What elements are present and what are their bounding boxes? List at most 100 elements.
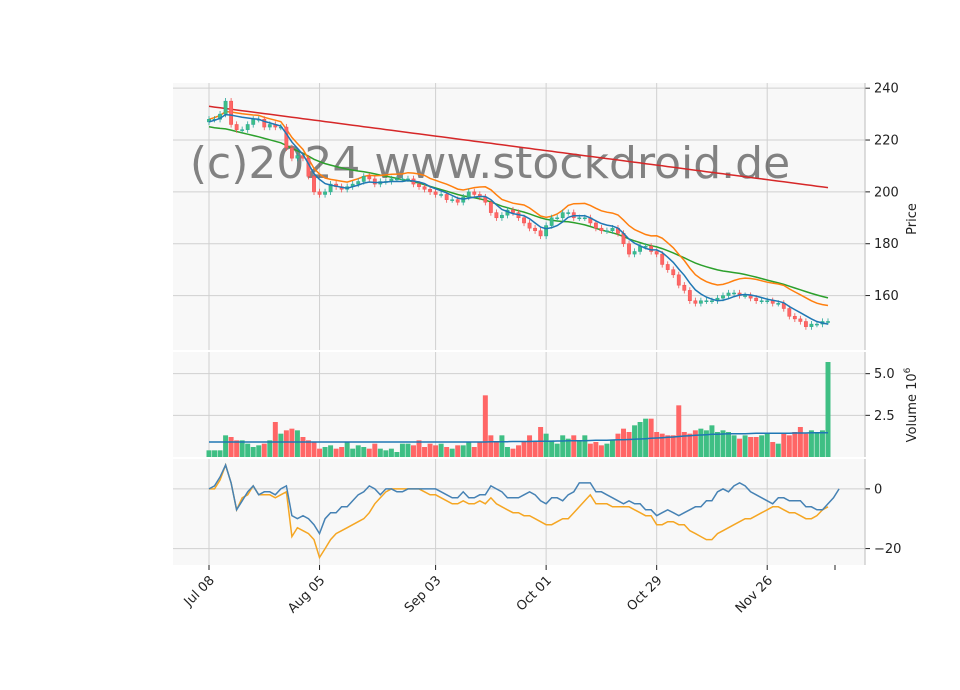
candle-body <box>323 191 327 195</box>
candle-body <box>555 217 560 220</box>
volume-average-line <box>209 432 828 443</box>
candle-body <box>826 321 830 323</box>
volume-bar <box>527 435 533 457</box>
volume-bar <box>549 440 555 457</box>
volume-bar <box>643 418 649 457</box>
volume-bar <box>632 425 638 457</box>
candle-body <box>687 290 692 301</box>
candle-body <box>223 100 228 115</box>
volume-bar <box>482 395 488 457</box>
volume-bar <box>543 433 549 457</box>
volume-bar <box>361 447 367 457</box>
candle-body <box>560 212 565 219</box>
volume-bar <box>681 432 687 457</box>
volume-bar <box>245 443 251 457</box>
volume-bar <box>399 443 405 457</box>
volume-bar <box>803 433 809 457</box>
candle-body <box>511 209 515 213</box>
volume-bar <box>814 432 820 457</box>
volume-bar <box>466 442 472 457</box>
volume-bar <box>300 437 306 457</box>
candle-body <box>400 178 405 181</box>
candle-body <box>754 297 759 301</box>
volume-bar <box>676 405 682 457</box>
candle-body <box>466 191 471 198</box>
price-series <box>207 98 830 330</box>
volume-bar <box>781 433 787 457</box>
candle-body <box>815 323 819 326</box>
volume-bar <box>256 445 262 457</box>
volume-bar <box>405 443 411 457</box>
candle-body <box>582 217 587 220</box>
volume-bar <box>504 447 510 457</box>
volume-bar <box>350 448 356 457</box>
candle-body <box>577 217 582 220</box>
indicator-tick-label: 0 <box>874 482 882 497</box>
candle-body <box>549 217 554 226</box>
volume-bar <box>621 428 626 457</box>
volume-bar <box>720 430 726 457</box>
volume-label-exponent: 6 <box>903 367 913 373</box>
volume-bar <box>471 447 477 457</box>
price-tick-label: 220 <box>874 134 899 149</box>
volume-bar <box>665 435 671 457</box>
volume-bar <box>493 442 499 457</box>
candle-body <box>361 176 366 182</box>
volume-bar <box>742 435 748 457</box>
volume-bar <box>808 430 814 457</box>
candle-body <box>295 155 300 159</box>
price-tick-label: 160 <box>874 289 899 304</box>
volume-bar <box>521 442 527 457</box>
volume-bar <box>455 445 461 457</box>
volume-bar <box>775 443 781 457</box>
volume-bar <box>477 442 483 457</box>
volume-bar <box>460 445 466 457</box>
volume-bar <box>250 447 256 457</box>
volume-bar <box>709 425 715 457</box>
volume-bar <box>272 422 278 457</box>
volume-bar <box>792 432 798 457</box>
candle-body <box>439 194 444 196</box>
candle-body <box>527 222 532 229</box>
indicator-blue-line <box>208 462 840 536</box>
candle-body <box>605 230 609 233</box>
candle-body <box>676 274 681 286</box>
candle-body <box>726 292 731 296</box>
volume-bar <box>582 435 588 457</box>
volume-bar <box>654 432 660 457</box>
candle-body <box>593 222 598 229</box>
candle-body <box>317 191 322 195</box>
candle-body <box>632 251 637 255</box>
volume-tick-label: 5.0 <box>874 367 895 382</box>
candle-body <box>693 300 698 304</box>
candle-body <box>472 191 477 195</box>
volume-bar <box>333 448 339 457</box>
volume-bar <box>317 448 323 457</box>
volume-bar <box>366 448 372 457</box>
volume-bar <box>377 448 383 457</box>
candle-body <box>494 212 499 219</box>
candle-body <box>356 181 361 185</box>
candle-body <box>544 225 549 237</box>
candle-body <box>682 284 687 291</box>
candle-body <box>284 126 289 149</box>
volume-label-text: Volume 10 <box>905 373 920 442</box>
candle-body <box>422 186 427 190</box>
watermark: (c)2024 www.stockdroid.de <box>190 138 790 189</box>
volume-bar <box>786 435 792 457</box>
volume-bar <box>748 437 754 457</box>
volume-bar <box>305 440 311 457</box>
volume-bar <box>488 435 494 457</box>
volume-bar <box>714 432 720 457</box>
volume-bar <box>228 437 234 457</box>
sma-medium-line <box>208 110 829 307</box>
x-tick-label: Nov 26 <box>733 573 776 616</box>
candle-body <box>262 119 267 128</box>
candle-body <box>444 194 449 200</box>
candle-body <box>654 251 659 255</box>
volume-axis-label: Volume 106 <box>903 367 920 442</box>
candle-body <box>417 183 421 187</box>
candle-body <box>787 308 792 317</box>
price-axis-label: Price <box>905 203 920 235</box>
